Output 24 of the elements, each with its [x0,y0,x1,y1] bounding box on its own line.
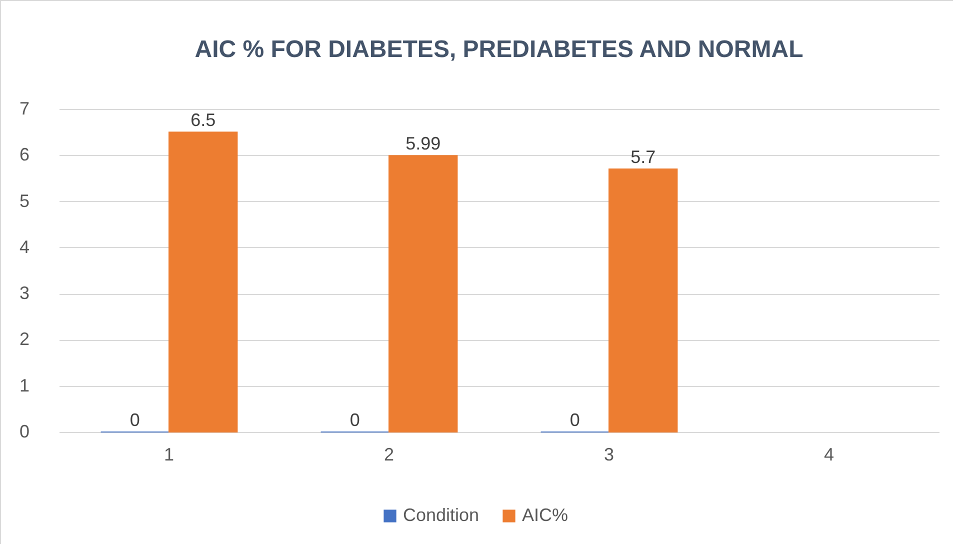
y-tick-label: 1 [19,375,30,396]
y-tick-label: 7 [19,98,30,118]
data-label: 0 [130,410,140,430]
chart-title: AIC % FOR DIABETES, PREDIABETES AND NORMAL [194,36,804,63]
bar [168,132,238,432]
y-tick-label: 4 [19,236,30,257]
data-label: 6.5 [190,110,216,130]
data-label: 5.7 [630,146,656,167]
bar [608,168,678,432]
x-tick-label: 2 [384,444,394,464]
legend-label: AIC% [522,505,568,525]
x-tick-label: 1 [164,444,174,464]
y-tick-label: 3 [19,283,30,304]
data-label: 5.99 [406,134,441,154]
y-tick-label: 0 [19,422,30,442]
legend-label: Condition [403,505,480,525]
y-tick-label: 6 [19,144,30,165]
bar [388,155,458,432]
data-label: 0 [350,410,360,430]
data-label: 0 [570,410,580,430]
y-tick-label: 2 [19,329,30,350]
y-tick-label: 5 [19,190,30,211]
x-tick-label: 3 [604,444,614,464]
x-tick-label: 4 [824,444,834,464]
